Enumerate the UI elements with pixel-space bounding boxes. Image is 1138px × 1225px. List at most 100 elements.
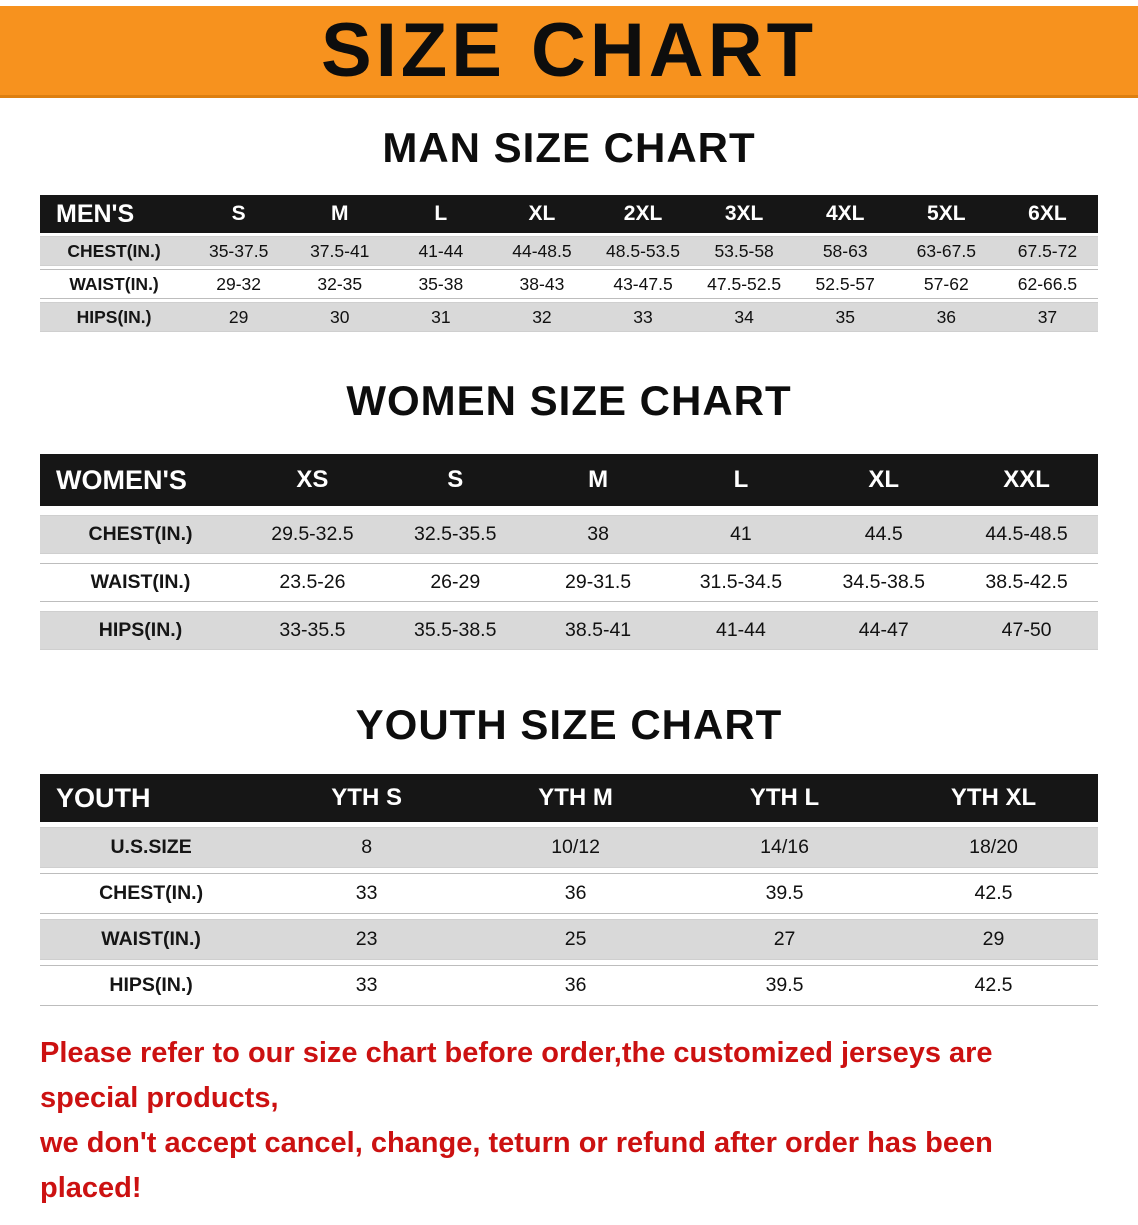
table-cell: 38.5-41 <box>526 611 670 650</box>
men-size-table: MEN'S S M L XL 2XL 3XL 4XL 5XL 6XL CHEST(IN.) 35-37… <box>40 192 1098 335</box>
table-cell: 44-47 <box>812 611 956 650</box>
table-cell: 8 <box>262 827 472 868</box>
table-cell: 35-38 <box>390 269 492 299</box>
table-cell: 33 <box>592 302 694 332</box>
table-header-row: YOUTH YTH S YTH M YTH L YTH XL <box>40 774 1098 822</box>
row-label: WAIST(IN.) <box>40 919 263 960</box>
table-cell: 27 <box>680 919 890 960</box>
table-cell: 36 <box>895 302 997 332</box>
table-cell: 32-35 <box>289 269 391 299</box>
disclaimer-line-2: we don't accept cancel, change, teturn o… <box>40 1126 993 1204</box>
table-cell: 44.5-48.5 <box>955 515 1098 554</box>
table-cell: 23 <box>262 919 472 960</box>
table-title-cell: MEN'S <box>40 195 189 233</box>
table-cell: 38 <box>526 515 670 554</box>
table-cell: 26-29 <box>383 563 527 602</box>
column-header: 6XL <box>996 195 1098 233</box>
women-section-heading: WOMEN SIZE CHART <box>346 377 792 424</box>
page-title: SIZE CHART <box>321 7 817 93</box>
section-men: MAN SIZE CHART MEN'S S M L XL 2XL 3XL 4XL 5XL 6XL… <box>40 124 1098 335</box>
table-cell: 44-48.5 <box>491 236 593 266</box>
row-label: CHEST(IN.) <box>40 515 242 554</box>
table-cell: 38.5-42.5 <box>955 563 1098 602</box>
column-header: 4XL <box>794 195 896 233</box>
column-header: XXL <box>955 454 1098 506</box>
column-header: S <box>188 195 290 233</box>
table-cell: 32.5-35.5 <box>383 515 527 554</box>
table-cell: 41-44 <box>390 236 492 266</box>
women-size-table: WOMEN'S XS S M L XL XXL CHEST(IN.) 29.5-32.5 32.5… <box>40 445 1098 659</box>
youth-section-heading: YOUTH SIZE CHART <box>355 701 783 748</box>
table-cell: 42.5 <box>889 873 1098 914</box>
table-header-row: MEN'S S M L XL 2XL 3XL 4XL 5XL 6XL <box>40 195 1098 233</box>
row-label: HIPS(IN.) <box>40 965 263 1006</box>
table-row: WAIST(IN.) 23.5-26 26-29 29-31.5 31.5-34.5 34… <box>40 563 1098 602</box>
table-cell: 58-63 <box>794 236 896 266</box>
table-cell: 41 <box>669 515 813 554</box>
table-cell: 41-44 <box>669 611 813 650</box>
table-row: U.S.SIZE 8 10/12 14/16 18/20 <box>40 827 1098 868</box>
column-header: XL <box>491 195 593 233</box>
table-cell: 47-50 <box>955 611 1098 650</box>
column-header: YTH M <box>471 774 681 822</box>
row-label: HIPS(IN.) <box>40 611 242 650</box>
table-cell: 23.5-26 <box>241 563 384 602</box>
table-cell: 31.5-34.5 <box>669 563 813 602</box>
column-header: 3XL <box>693 195 795 233</box>
table-cell: 33 <box>262 965 472 1006</box>
table-cell: 35-37.5 <box>188 236 290 266</box>
column-header: YTH S <box>262 774 472 822</box>
table-cell: 34 <box>693 302 795 332</box>
size-chart-content: MAN SIZE CHART MEN'S S M L XL 2XL 3XL 4XL 5XL 6XL… <box>0 124 1138 1011</box>
table-cell: 35 <box>794 302 896 332</box>
table-cell: 39.5 <box>680 873 890 914</box>
table-cell: 39.5 <box>680 965 890 1006</box>
column-header: 5XL <box>895 195 997 233</box>
table-cell: 62-66.5 <box>996 269 1098 299</box>
table-cell: 31 <box>390 302 492 332</box>
column-header: L <box>669 454 813 506</box>
table-cell: 30 <box>289 302 391 332</box>
table-cell: 67.5-72 <box>996 236 1098 266</box>
disclaimer: Please refer to our size chart before or… <box>0 1011 1138 1225</box>
table-cell: 36 <box>471 965 681 1006</box>
table-cell: 33-35.5 <box>241 611 384 650</box>
table-cell: 14/16 <box>680 827 890 868</box>
men-section-heading: MAN SIZE CHART <box>382 124 756 171</box>
table-row: HIPS(IN.) 29 30 31 32 33 34 35 36 37 <box>40 302 1098 332</box>
table-cell: 37.5-41 <box>289 236 391 266</box>
table-cell: 18/20 <box>889 827 1098 868</box>
table-row: CHEST(IN.) 33 36 39.5 42.5 <box>40 873 1098 914</box>
youth-size-table: YOUTH YTH S YTH M YTH L YTH XL U.S.SIZE 8 10/12… <box>40 769 1098 1011</box>
table-cell: 57-62 <box>895 269 997 299</box>
table-row: CHEST(IN.) 29.5-32.5 32.5-35.5 38 41 44.5 44.5… <box>40 515 1098 554</box>
row-label: CHEST(IN.) <box>40 236 189 266</box>
column-header: YTH L <box>680 774 890 822</box>
table-title-cell: WOMEN'S <box>40 454 242 506</box>
table-cell: 48.5-53.5 <box>592 236 694 266</box>
row-label: CHEST(IN.) <box>40 873 263 914</box>
table-cell: 25 <box>471 919 681 960</box>
table-cell: 47.5-52.5 <box>693 269 795 299</box>
table-header-row: WOMEN'S XS S M L XL XXL <box>40 454 1098 506</box>
table-cell: 52.5-57 <box>794 269 896 299</box>
row-label: HIPS(IN.) <box>40 302 189 332</box>
table-cell: 42.5 <box>889 965 1098 1006</box>
column-header: XL <box>812 454 956 506</box>
table-cell: 29 <box>188 302 290 332</box>
table-cell: 32 <box>491 302 593 332</box>
table-cell: 35.5-38.5 <box>383 611 527 650</box>
disclaimer-line-1: Please refer to our size chart before or… <box>40 1037 993 1114</box>
table-cell: 43-47.5 <box>592 269 694 299</box>
table-row: CHEST(IN.) 35-37.5 37.5-41 41-44 44-48.5 48.5… <box>40 236 1098 266</box>
table-row: WAIST(IN.) 23 25 27 29 <box>40 919 1098 960</box>
table-cell: 36 <box>471 873 681 914</box>
column-header: 2XL <box>592 195 694 233</box>
table-cell: 10/12 <box>471 827 681 868</box>
row-label: WAIST(IN.) <box>40 269 189 299</box>
section-youth: YOUTH SIZE CHART YOUTH YTH S YTH M YTH L YTH… <box>40 701 1098 1011</box>
table-cell: 29 <box>889 919 1098 960</box>
table-cell: 34.5-38.5 <box>812 563 956 602</box>
table-cell: 38-43 <box>491 269 593 299</box>
section-women: WOMEN SIZE CHART WOMEN'S XS S M L XL XXL CHEST(… <box>40 377 1098 659</box>
